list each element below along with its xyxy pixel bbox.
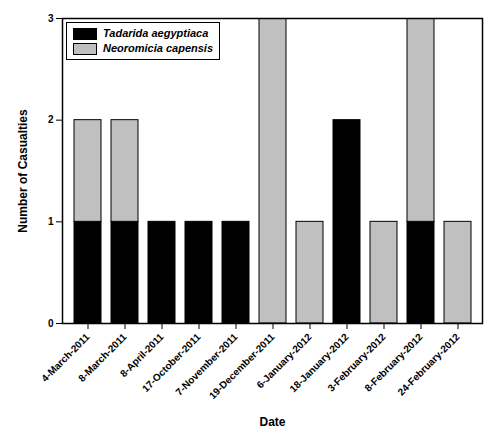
svg-text:2: 2 <box>48 114 54 125</box>
svg-text:7-November-2011: 7-November-2011 <box>173 331 240 398</box>
html-text:Neoromicia capensis: Neoromicia capensis <box>103 42 214 54</box>
svg-text:6-January-2012: 6-January-2012 <box>254 331 314 391</box>
html-text:Tadarida aegyptiaca: Tadarida aegyptiaca <box>103 27 209 39</box>
svg-text:8-February-2012: 8-February-2012 <box>362 331 425 394</box>
svg-text:3: 3 <box>48 13 54 24</box>
svg-text:19-December-2011: 19-December-2011 <box>207 331 277 401</box>
svg-text:24-February-2012: 24-February-2012 <box>395 331 462 398</box>
svg-text:17-October-2011: 17-October-2011 <box>139 331 203 394</box>
svg-text:Number of Casualties: Number of Casualties <box>16 109 30 233</box>
svg-text:4-March-2011: 4-March-2011 <box>39 331 92 384</box>
svg-text:18-January-2012: 18-January-2012 <box>287 331 351 395</box>
svg-text:0: 0 <box>48 318 54 329</box>
svg-text:3-February-2012: 3-February-2012 <box>325 331 388 394</box>
svg-text:8-March-2011: 8-March-2011 <box>76 331 129 384</box>
svg-text:1: 1 <box>48 216 54 227</box>
svg-text:Date: Date <box>259 415 285 429</box>
svg-text:8-April-2011: 8-April-2011 <box>117 331 166 380</box>
